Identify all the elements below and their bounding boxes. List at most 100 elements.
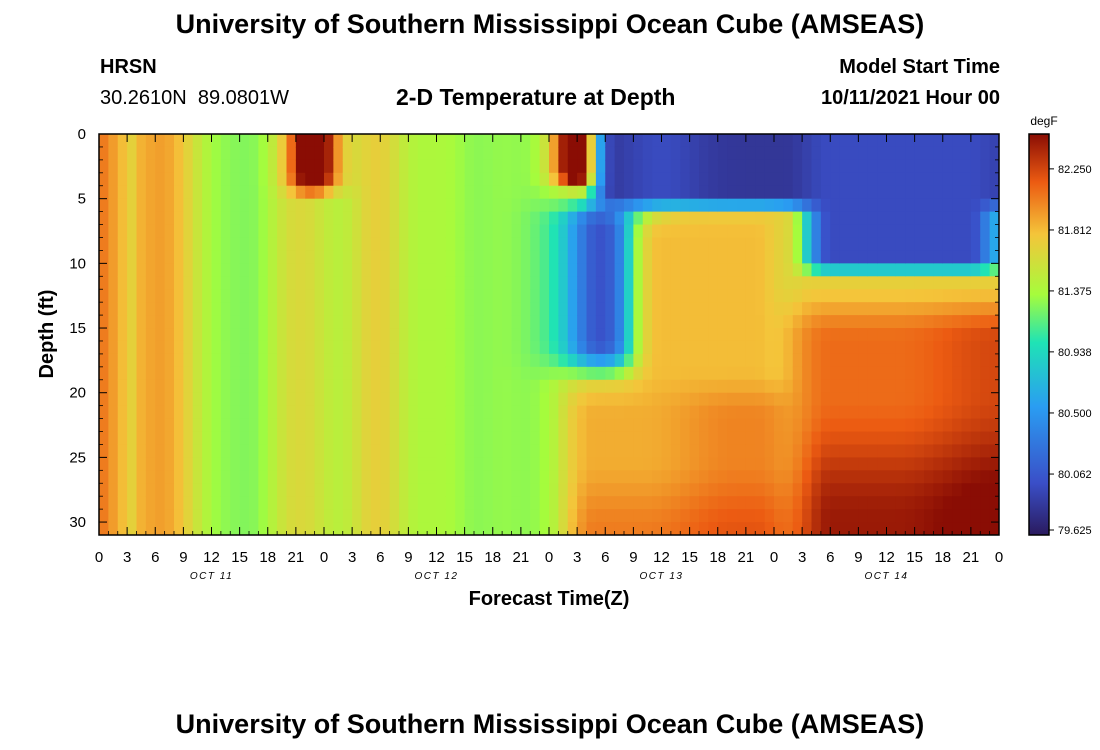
heatmap-cell — [708, 483, 719, 497]
heatmap-cell — [877, 431, 888, 446]
heatmap-cell — [389, 276, 400, 290]
heatmap-cell — [783, 418, 794, 433]
heatmap-cell — [586, 379, 597, 394]
heatmap-cell — [267, 470, 278, 484]
heatmap-cell — [258, 172, 269, 187]
heatmap-cell — [764, 276, 775, 290]
heatmap-cell — [830, 366, 841, 381]
heatmap-cell — [577, 237, 588, 252]
heatmap-cell — [811, 496, 822, 510]
heatmap-cell — [905, 276, 916, 290]
heatmap-cell — [370, 224, 381, 239]
heatmap-cell — [427, 237, 438, 252]
heatmap-cell — [811, 379, 822, 394]
heatmap-cell — [277, 418, 288, 433]
heatmap-cell — [717, 405, 728, 420]
heatmap-cell — [549, 250, 559, 264]
heatmap-cell — [717, 198, 728, 213]
heatmap-cell — [305, 340, 316, 355]
heatmap-cell — [877, 134, 888, 148]
heatmap-cell — [277, 496, 288, 510]
heatmap-cell — [455, 353, 466, 368]
heatmap-cell — [989, 146, 999, 161]
heatmap-cell — [745, 444, 756, 458]
heatmap-cell — [211, 289, 222, 303]
heatmap-cell — [586, 405, 597, 420]
heatmap-cell — [661, 198, 672, 213]
heatmap-cell — [970, 263, 981, 277]
heatmap-cell — [464, 496, 475, 510]
heatmap-cell — [230, 431, 241, 446]
heatmap-cell — [895, 185, 906, 200]
heatmap-cell — [127, 185, 138, 200]
heatmap-cell — [249, 185, 259, 200]
heatmap-cell — [792, 302, 803, 316]
heatmap-cell — [595, 379, 606, 394]
heatmap-cell — [830, 198, 841, 213]
heatmap-cell — [924, 522, 934, 535]
heatmap-cell — [333, 134, 344, 148]
heatmap-cell — [530, 172, 541, 187]
heatmap-cell — [136, 470, 147, 484]
heatmap-cell — [483, 366, 494, 381]
colorbar-tick-label: 80.938 — [1058, 347, 1092, 359]
heatmap-cell — [736, 146, 747, 161]
heatmap-cell — [145, 470, 156, 484]
heatmap-cell — [942, 263, 953, 277]
heatmap-cell — [455, 483, 466, 497]
heatmap-cell — [483, 198, 494, 213]
heatmap-cell — [699, 522, 709, 535]
heatmap-cell — [230, 146, 241, 161]
heatmap-cell — [886, 328, 897, 342]
heatmap-cell — [117, 276, 128, 290]
heatmap-cell — [961, 237, 972, 252]
heatmap-cell — [624, 353, 634, 368]
heatmap-cell — [108, 366, 119, 381]
heatmap-cell — [202, 211, 213, 226]
heatmap-cell — [474, 353, 484, 368]
heatmap-cell — [952, 496, 963, 510]
heatmap-cell — [155, 379, 166, 394]
heatmap-cell — [286, 146, 297, 161]
heatmap-cell — [370, 444, 381, 458]
heatmap-cell — [961, 263, 972, 277]
heatmap-cell — [520, 353, 531, 368]
heatmap-cell — [249, 276, 259, 290]
heatmap-cell — [708, 146, 719, 161]
heatmap-cell — [211, 379, 222, 394]
heatmap-cell — [474, 379, 484, 394]
heatmap-cell — [155, 289, 166, 303]
heatmap-cell — [117, 250, 128, 264]
heatmap-cell — [755, 353, 766, 368]
heatmap-cell — [802, 159, 813, 174]
heatmap-cell — [905, 224, 916, 239]
heatmap-cell — [249, 224, 259, 239]
colorbar-tick-label: 79.625 — [1058, 525, 1092, 537]
heatmap-cell — [408, 392, 419, 407]
heatmap-cell — [511, 263, 522, 277]
heatmap-cell — [174, 405, 184, 420]
heatmap-cell — [192, 405, 203, 420]
heatmap-cell — [783, 146, 794, 161]
heatmap-cell — [136, 302, 147, 316]
heatmap-cell — [633, 392, 644, 407]
heatmap-cell — [699, 224, 709, 239]
heatmap-cell — [220, 289, 231, 303]
colorbar-tick-label: 80.062 — [1058, 469, 1092, 481]
heatmap-cell — [202, 289, 213, 303]
heatmap-cell — [605, 328, 616, 342]
heatmap-cell — [717, 340, 728, 355]
heatmap-cell — [202, 418, 213, 433]
heatmap-cell — [108, 263, 119, 277]
heatmap-cell — [258, 146, 269, 161]
heatmap-cell — [577, 289, 588, 303]
heatmap-cell — [286, 172, 297, 187]
heatmap-cell — [802, 405, 813, 420]
heatmap-cell — [549, 146, 559, 161]
heatmap-cell — [258, 431, 269, 446]
heatmap-cell — [783, 457, 794, 471]
heatmap-cell — [295, 315, 306, 329]
heatmap-cell — [699, 470, 709, 484]
heatmap-cell — [174, 431, 184, 446]
heatmap-cell — [145, 353, 156, 368]
